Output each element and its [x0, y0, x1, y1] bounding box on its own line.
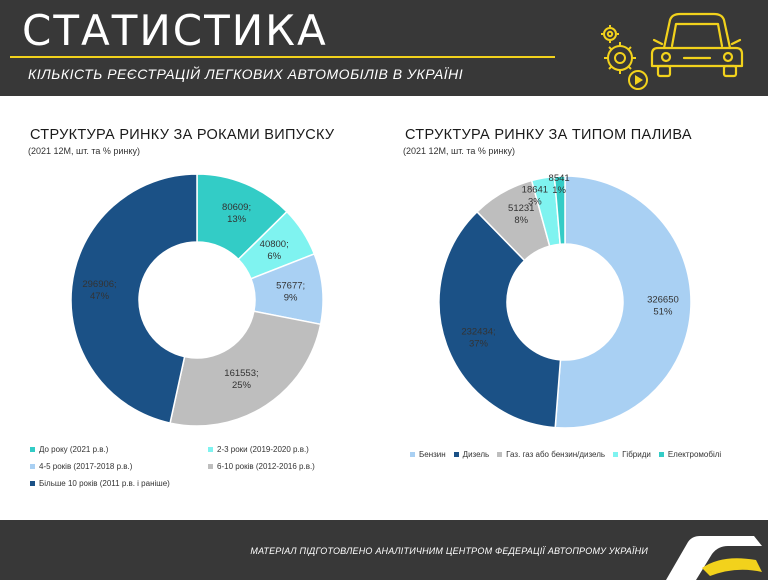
header-accent-line	[10, 56, 555, 58]
legend-swatch	[30, 481, 35, 486]
legend-swatch	[30, 447, 35, 452]
page-title: СТАТИСТИКА	[22, 6, 328, 55]
slice-data-label: 51231 8%	[508, 203, 534, 226]
donut-slice	[169, 310, 322, 427]
legend-item: Дизель	[453, 450, 490, 459]
slice-data-label: 161553; 25%	[224, 368, 258, 391]
legend-label: Гібриди	[622, 450, 651, 459]
legend-item: Гібриди	[613, 450, 651, 459]
donut-slice	[553, 175, 566, 246]
header-illustration	[601, 12, 744, 90]
legend-swatch	[453, 452, 459, 457]
legend-item: Бензин	[410, 450, 446, 459]
legend-swatch	[497, 452, 503, 457]
legend-item: 2-3 роки (2019-2020 р.в.)	[208, 445, 309, 454]
legend-swatch	[658, 452, 664, 457]
legend-label: 4-5 років (2017-2018 р.в.)	[39, 462, 133, 471]
legend-item: 4-5 років (2017-2018 р.в.)	[30, 462, 132, 471]
slice-data-label: 8541 1%	[549, 173, 570, 196]
donut-slice	[554, 175, 692, 429]
legend-label: Бензин	[419, 450, 446, 459]
gears-icon	[601, 25, 636, 74]
autoprom-logo	[666, 536, 762, 580]
chart-title-fuel: СТРУКТУРА РИНКУ ЗА ТИПОМ ПАЛИВА	[405, 127, 692, 143]
slice-data-label: 18641 3%	[522, 184, 548, 207]
legend-swatch	[410, 452, 415, 457]
legend-item: Газ. газ або бензин/дизель	[497, 450, 605, 459]
legend-label: 6-10 років (2012-2016 р.в.)	[217, 462, 315, 471]
slice-data-label: 40800; 6%	[260, 239, 289, 262]
donut-chart-fuel: 326650 51% 232434; 37% 51231 8%18641 3%8541 1%	[438, 173, 692, 429]
legend-swatch	[208, 447, 213, 452]
legend-label: Дизель	[462, 450, 490, 459]
legend-swatch	[30, 464, 35, 469]
legend-label: Газ. газ або бензин/дизель	[506, 450, 606, 459]
footer-credit: МАТЕРІАЛ ПІДГОТОВЛЕНО АНАЛІТИЧНИМ ЦЕНТРО…	[250, 546, 648, 556]
slice-data-label: 326650 51%	[647, 295, 679, 318]
slice-data-label: 57677; 9%	[276, 281, 305, 304]
slice-data-label: 232434; 37%	[461, 326, 495, 349]
page-subtitle: КІЛЬКІСТЬ РЕЄСТРАЦІЙ ЛЕГКОВИХ АВТОМОБІЛІ…	[28, 66, 464, 82]
footer-banner: МАТЕРІАЛ ПІДГОТОВЛЕНО АНАЛІТИЧНИМ ЦЕНТРО…	[0, 520, 768, 580]
slice-data-label: 80609; 13%	[222, 202, 251, 225]
legend-fuel: Бензин Дизель Газ. газ або бензин/дизель Гі…	[410, 450, 721, 459]
legend-swatch	[208, 464, 213, 469]
slice-data-label: 296906; 47%	[82, 279, 116, 302]
chart-subtitle-fuel: (2021 12М, шт. та % ринку)	[403, 146, 515, 156]
legend-item: 6-10 років (2012-2016 р.в.)	[208, 462, 315, 471]
header-banner: СТАТИСТИКА КІЛЬКІСТЬ РЕЄСТРАЦІЙ ЛЕГКОВИХ…	[0, 0, 768, 96]
legend-label: 2-3 роки (2019-2020 р.в.)	[217, 445, 309, 454]
donut-slice	[70, 173, 198, 424]
chart-subtitle-years: (2021 12М, шт. та % ринку)	[28, 146, 140, 156]
car-icon	[650, 12, 744, 78]
legend-label: До року (2021 р.в.)	[39, 445, 109, 454]
legend-item: Електромобілі	[658, 450, 722, 459]
play-icon	[628, 70, 648, 90]
donut-slice	[438, 210, 562, 429]
legend-label: Електромобілі	[667, 450, 722, 459]
legend-item: Більше 10 років (2011 р.в. і раніше)	[30, 479, 170, 488]
donut-chart-years: 80609; 13% 40800; 6% 57677; 9% 161553; 25% 29690…	[70, 173, 324, 427]
legend-swatch	[613, 452, 619, 457]
chart-title-years: СТРУКТУРА РИНКУ ЗА РОКАМИ ВИПУСКУ	[30, 127, 335, 143]
legend-item: До року (2021 р.в.)	[30, 445, 108, 454]
legend-label: Більше 10 років (2011 р.в. і раніше)	[39, 479, 170, 488]
